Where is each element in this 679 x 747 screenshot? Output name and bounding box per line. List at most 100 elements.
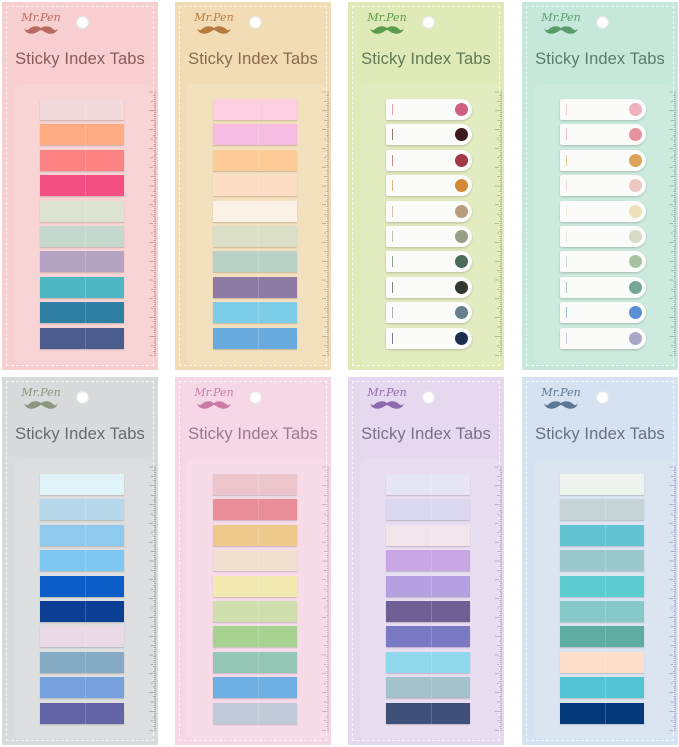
tab-write-line — [566, 129, 567, 141]
index-tab[interactable] — [560, 327, 646, 349]
index-tab[interactable] — [40, 524, 124, 546]
tab-seam — [258, 626, 259, 648]
index-tab[interactable] — [213, 474, 297, 495]
index-tab[interactable] — [213, 626, 297, 648]
index-tab[interactable] — [40, 651, 124, 673]
index-tab[interactable] — [40, 226, 124, 247]
index-tab[interactable] — [560, 702, 644, 724]
index-tab[interactable] — [213, 99, 297, 120]
index-tab[interactable] — [40, 702, 124, 724]
tab-seam — [85, 251, 86, 273]
index-tab[interactable] — [560, 474, 644, 495]
index-tab[interactable] — [213, 226, 297, 247]
index-tab[interactable] — [386, 175, 472, 197]
mustache-icon — [370, 401, 404, 409]
pack-title: Sticky Index Tabs — [188, 425, 318, 443]
index-tab[interactable] — [560, 601, 644, 622]
index-tab[interactable] — [40, 200, 124, 222]
index-tab[interactable] — [213, 327, 297, 349]
index-tab[interactable] — [213, 149, 297, 171]
index-tab[interactable] — [40, 302, 124, 324]
index-tab[interactable] — [40, 474, 124, 495]
pack-title: Sticky Index Tabs — [188, 50, 318, 68]
index-tab[interactable] — [560, 276, 646, 298]
tab-seam — [605, 702, 606, 724]
ruler — [149, 466, 156, 731]
tab-write-line — [392, 256, 393, 268]
tab-seam — [431, 601, 432, 622]
index-tab[interactable] — [213, 276, 297, 298]
index-tab[interactable] — [560, 626, 644, 648]
index-tab[interactable] — [40, 251, 124, 273]
index-tab[interactable] — [560, 677, 644, 699]
index-tab[interactable] — [213, 651, 297, 673]
index-tab[interactable] — [560, 575, 644, 597]
index-tab[interactable] — [386, 124, 472, 146]
index-tab[interactable] — [386, 702, 470, 724]
index-tab[interactable] — [560, 550, 644, 572]
index-tab[interactable] — [213, 302, 297, 324]
tab-seam — [431, 677, 432, 699]
index-tab[interactable] — [560, 251, 646, 273]
tab-seam — [258, 226, 259, 247]
index-tab[interactable] — [213, 702, 297, 724]
index-tab[interactable] — [560, 226, 646, 247]
index-tab[interactable] — [560, 651, 644, 673]
index-tab[interactable] — [213, 499, 297, 521]
index-tab[interactable] — [213, 200, 297, 222]
index-tab[interactable] — [386, 651, 470, 673]
index-tab[interactable] — [560, 149, 646, 171]
index-tab[interactable] — [40, 124, 124, 146]
index-tab[interactable] — [386, 499, 470, 521]
index-tab[interactable] — [560, 175, 646, 197]
index-tab[interactable] — [386, 550, 470, 572]
index-tab[interactable] — [40, 175, 124, 197]
tab-write-line — [566, 307, 567, 319]
index-tab[interactable] — [386, 601, 470, 622]
index-tab[interactable] — [40, 276, 124, 298]
index-tab[interactable] — [386, 99, 472, 120]
index-tab[interactable] — [386, 575, 470, 597]
index-tab[interactable] — [386, 524, 470, 546]
index-tab[interactable] — [560, 499, 644, 521]
index-tab[interactable] — [386, 149, 472, 171]
index-tab[interactable] — [560, 524, 644, 546]
index-tab[interactable] — [40, 499, 124, 521]
index-tab[interactable] — [40, 149, 124, 171]
index-tab[interactable] — [213, 601, 297, 622]
index-tab[interactable] — [386, 200, 472, 222]
pack-title: Sticky Index Tabs — [361, 50, 491, 68]
index-tab[interactable] — [40, 550, 124, 572]
index-tab[interactable] — [386, 626, 470, 648]
tab-seam — [431, 550, 432, 572]
index-tab[interactable] — [386, 327, 472, 349]
index-tab[interactable] — [213, 175, 297, 197]
index-tab[interactable] — [213, 677, 297, 699]
index-tab[interactable] — [560, 99, 646, 120]
index-tab[interactable] — [213, 575, 297, 597]
index-tab[interactable] — [213, 524, 297, 546]
tab-pack-card: Mr.Pen Sticky Index Tabs — [175, 377, 331, 745]
index-tab[interactable] — [40, 626, 124, 648]
index-tab[interactable] — [560, 124, 646, 146]
tab-seam — [85, 702, 86, 724]
index-tab[interactable] — [213, 550, 297, 572]
index-tab[interactable] — [386, 226, 472, 247]
index-tab[interactable] — [560, 200, 646, 222]
index-tab[interactable] — [40, 99, 124, 120]
index-tab[interactable] — [386, 302, 472, 324]
index-tab[interactable] — [40, 575, 124, 597]
index-tab[interactable] — [40, 677, 124, 699]
brand-name: Mr.Pen — [367, 11, 407, 24]
ruler — [495, 91, 502, 356]
index-tab[interactable] — [386, 677, 470, 699]
index-tab[interactable] — [213, 124, 297, 146]
index-tab[interactable] — [40, 327, 124, 349]
index-tab[interactable] — [213, 251, 297, 273]
hang-hole — [76, 16, 89, 29]
index-tab[interactable] — [386, 276, 472, 298]
index-tab[interactable] — [40, 601, 124, 622]
index-tab[interactable] — [386, 251, 472, 273]
index-tab[interactable] — [386, 474, 470, 495]
index-tab[interactable] — [560, 302, 646, 324]
